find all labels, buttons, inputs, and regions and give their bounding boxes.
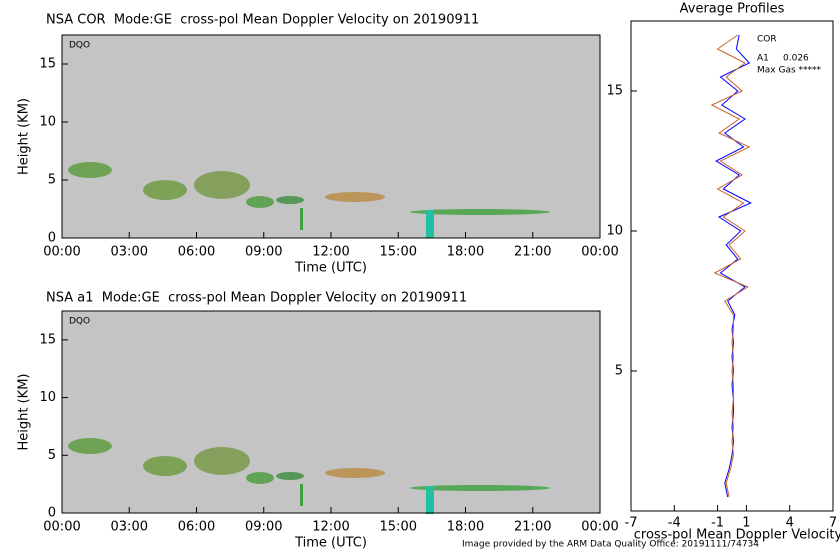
x-tick-label: 06:00 [178,245,215,260]
y-tick-label: 0 [48,506,56,521]
y-tick-label: 10 [39,115,56,130]
x-tick-label: 12:00 [312,245,349,260]
x-axis-label: Time (UTC) [294,536,367,550]
x-tick-label: 00:00 [581,520,618,535]
y-tick-label: 15 [39,332,56,347]
x-tick-label: 21:00 [514,520,551,535]
y-tick-label: 5 [48,173,56,188]
plot-frame [630,20,834,512]
annotation: Max Gas ***** [757,66,822,76]
y-axis-label: Height (KM) [17,98,32,175]
annotation: DQO [69,317,90,327]
x-tick-label: 09:00 [245,520,282,535]
y-tick-label: 5 [615,364,623,379]
profile-line [710,34,751,498]
plot-area [62,311,600,513]
x-tick-label: 15:00 [380,520,417,535]
annotation: 0.026 [783,54,809,64]
chart-title: NSA a1 Mode:GE cross-pol Mean Doppler Ve… [46,291,467,306]
x-tick-label: 12:00 [312,520,349,535]
y-tick-label: 10 [606,224,623,239]
x-tick-label: 15:00 [380,245,417,260]
x-tick-label: 18:00 [447,245,484,260]
x-tick-label: 00:00 [581,245,618,260]
y-tick-label: 15 [606,84,623,99]
chart-title: Average Profiles [680,2,785,17]
footer-credit: Image provided by the ARM Data Quality O… [462,540,759,550]
chart-title: NSA COR Mode:GE cross-pol Mean Doppler V… [46,13,479,28]
x-tick-label: 03:00 [111,520,148,535]
x-tick-label: 00:00 [43,520,80,535]
x-tick-label: -4 [668,516,681,531]
x-tick-label: -1 [711,516,724,531]
y-tick-label: 0 [48,231,56,246]
y-tick-label: 15 [39,57,56,72]
legend-entry: A1 [757,54,769,64]
plot-area [62,35,600,238]
x-tick-label: -7 [625,516,638,531]
y-tick-label: 5 [48,448,56,463]
y-axis-label: Height (KM) [17,374,32,451]
x-tick-label: 18:00 [447,520,484,535]
x-tick-label: 7 [829,516,837,531]
x-tick-label: 00:00 [43,245,80,260]
x-tick-label: 03:00 [111,245,148,260]
annotation: DQO [69,41,90,51]
y-tick-label: 10 [39,390,56,405]
x-tick-label: 06:00 [178,520,215,535]
x-tick-label: 1 [742,516,750,531]
x-axis-label: Time (UTC) [294,261,367,276]
legend-entry: COR [757,35,777,45]
x-tick-label: 21:00 [514,245,551,260]
x-axis-label: cross-pol Mean Doppler Velocity [634,528,840,543]
x-tick-label: 4 [786,516,794,531]
x-tick-label: 09:00 [245,245,282,260]
